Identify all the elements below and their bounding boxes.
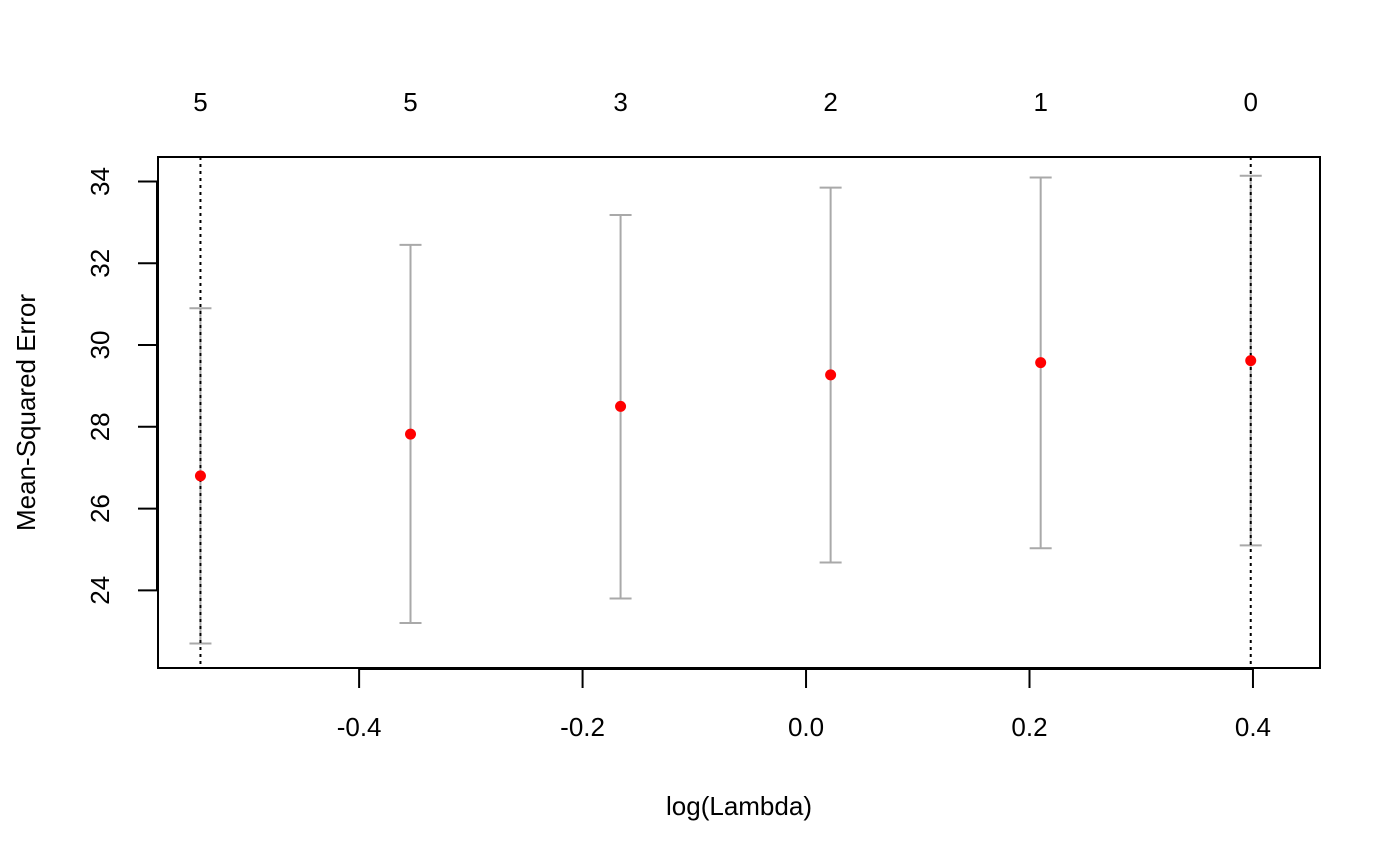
top-label-1: 5 <box>403 87 417 117</box>
data-point-0 <box>194 470 206 482</box>
y-tick-label-5: 34 <box>85 167 115 196</box>
y-tick-label-0: 24 <box>85 576 115 605</box>
data-point-3 <box>825 369 837 381</box>
x-tick-label-3: 0.2 <box>1011 712 1047 742</box>
errorbar-layer <box>189 174 1262 645</box>
data-point-1 <box>405 428 417 440</box>
point-layer <box>194 355 1257 482</box>
vline-layer <box>199 157 1252 668</box>
plot-frame <box>157 156 1321 669</box>
x-tick-label-0: -0.4 <box>337 712 382 742</box>
data-point-5 <box>1245 355 1257 367</box>
x-tick-label-2: 0.0 <box>788 712 824 742</box>
top-label-5: 0 <box>1243 87 1257 117</box>
top-label-3: 2 <box>823 87 837 117</box>
x-tick-label-4: 0.4 <box>1235 712 1271 742</box>
top-axis: 5 5 3 2 1 0 <box>193 87 1258 117</box>
y-tick-label-3: 30 <box>85 331 115 360</box>
data-point-4 <box>1035 357 1047 369</box>
top-label-4: 1 <box>1033 87 1047 117</box>
y-tick-label-2: 28 <box>85 412 115 441</box>
data-point-2 <box>615 400 627 412</box>
x-tick-label-1: -0.2 <box>560 712 605 742</box>
y-tick-label-1: 26 <box>85 494 115 523</box>
y-axis-title: Mean-Squared Error <box>11 294 41 531</box>
top-label-0: 5 <box>193 87 207 117</box>
x-axis: -0.4 -0.2 0.0 0.2 0.4 <box>337 668 1271 742</box>
x-axis-title: log(Lambda) <box>666 791 812 821</box>
y-axis: 24 26 28 30 32 34 <box>85 167 158 605</box>
y-tick-label-4: 32 <box>85 249 115 278</box>
top-label-2: 3 <box>613 87 627 117</box>
